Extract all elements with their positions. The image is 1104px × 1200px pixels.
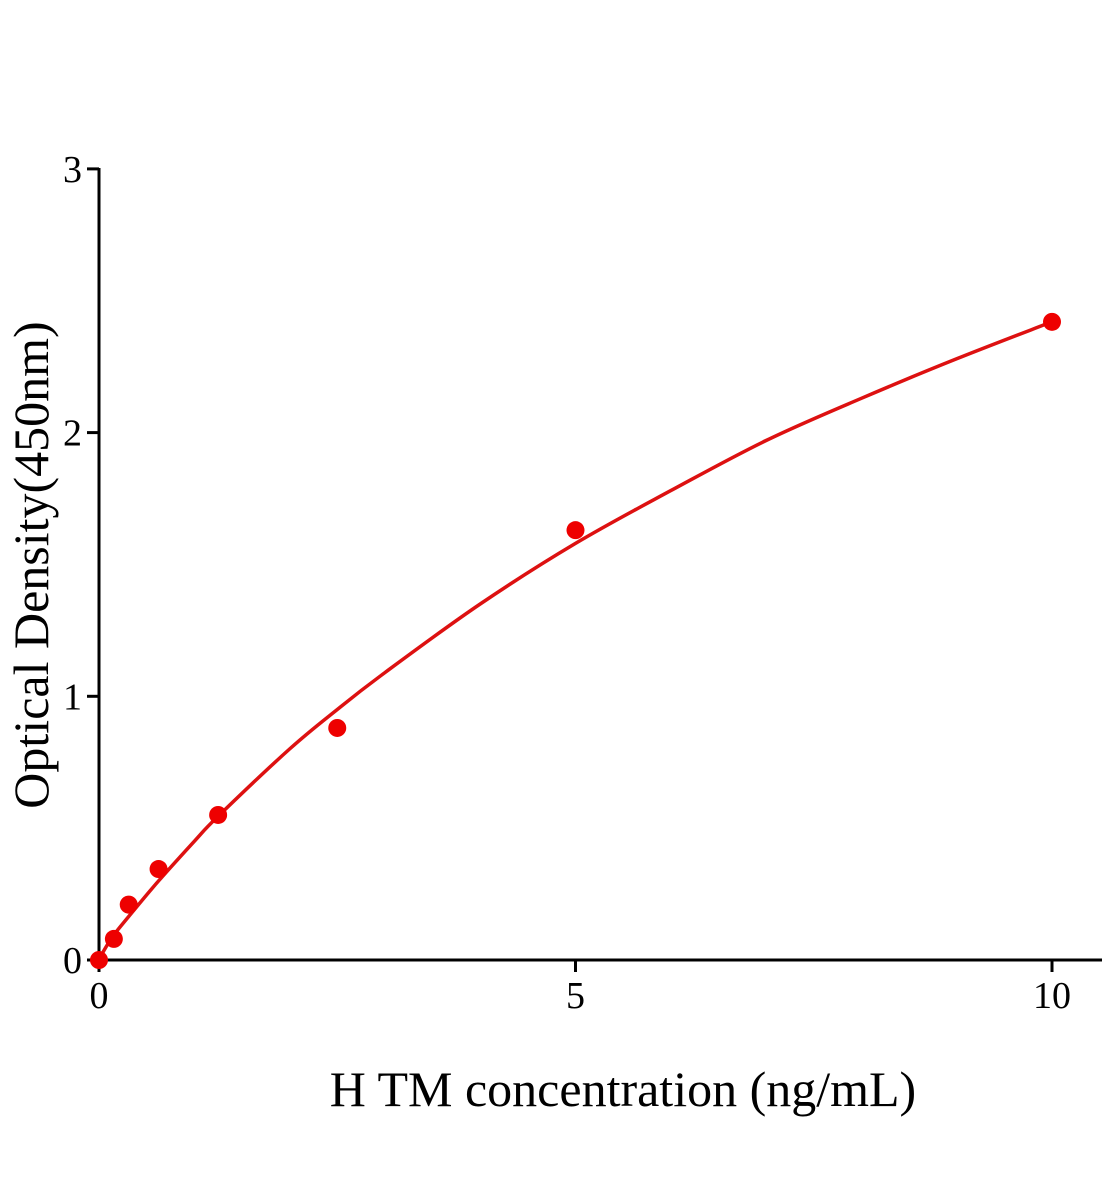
y-tick-label: 1 bbox=[63, 676, 82, 718]
y-tick-label: 0 bbox=[63, 940, 82, 982]
data-point bbox=[328, 718, 347, 737]
data-point bbox=[119, 895, 138, 914]
y-tick-label: 3 bbox=[63, 149, 82, 191]
data-point bbox=[566, 521, 585, 540]
x-tick-label: 0 bbox=[90, 975, 109, 1017]
y-ticks: 0 1 2 3 bbox=[63, 149, 99, 982]
data-point bbox=[1043, 312, 1061, 331]
data-point bbox=[209, 805, 228, 824]
axes bbox=[97, 168, 1102, 962]
data-point bbox=[104, 929, 123, 948]
x-tick-label: 10 bbox=[1033, 975, 1071, 1017]
data-point bbox=[149, 860, 168, 879]
data-points bbox=[90, 312, 1061, 969]
x-ticks: 0 5 10 bbox=[90, 960, 1071, 1017]
y-tick-label: 2 bbox=[63, 413, 82, 455]
y-axis-title: Optical Density(450nm) bbox=[3, 321, 59, 808]
x-tick-label: 5 bbox=[566, 975, 585, 1017]
fit-curve bbox=[97, 320, 1053, 961]
x-axis-title: H TM concentration (ng/mL) bbox=[330, 1061, 916, 1117]
data-point bbox=[90, 951, 108, 969]
